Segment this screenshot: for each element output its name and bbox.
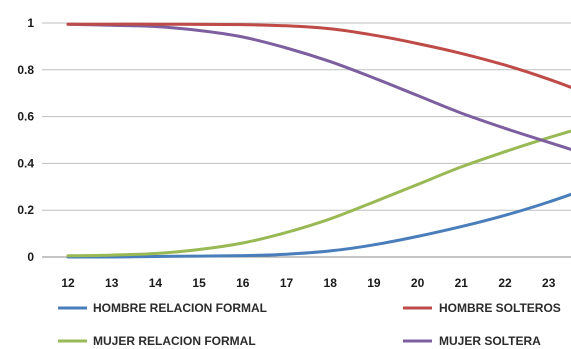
x-tick-label: 20 — [411, 276, 425, 290]
x-tick-label: 19 — [367, 276, 381, 290]
series-lines — [66, 22, 571, 259]
legend-label: HOMBRE RELACION FORMAL — [93, 301, 267, 315]
y-tick-label: 0.8 — [17, 63, 34, 77]
legend-label: HOMBRE SOLTEROS — [439, 301, 561, 315]
x-tick-label: 22 — [498, 276, 512, 290]
x-tick-label: 14 — [149, 276, 163, 290]
legend: HOMBRE RELACION FORMAL HOMBRE SOLTEROS MUJ… — [58, 301, 561, 348]
x-tick-label: 21 — [455, 276, 469, 290]
legend-label: MUJER RELACION FORMAL — [93, 334, 256, 348]
x-tick-label: 18 — [324, 276, 338, 290]
x-tick-label: 17 — [280, 276, 294, 290]
y-tick-label: 1 — [27, 16, 34, 30]
y-tick-label: 0 — [27, 250, 34, 264]
series-line-hombre-solteros — [66, 22, 571, 89]
x-tick-label: 23 — [542, 276, 556, 290]
x-tick-label: 12 — [61, 276, 75, 290]
y-tick-label: 0.2 — [17, 203, 34, 217]
series-line-mujer-soltera — [66, 22, 571, 152]
x-tick-labels: 12 13 14 15 16 17 18 19 20 21 22 23 — [61, 276, 555, 290]
gridlines — [42, 22, 571, 211]
x-tick-label: 15 — [192, 276, 206, 290]
x-tick-label: 13 — [105, 276, 119, 290]
y-tick-label: 0.4 — [17, 156, 34, 170]
x-tick-label: 16 — [236, 276, 250, 290]
y-tick-label: 0.6 — [17, 110, 34, 124]
series-line-mujer-relacion-formal — [66, 129, 571, 258]
legend-label: MUJER SOLTERA — [439, 334, 541, 348]
series-line-hombre-relacion-formal — [66, 192, 571, 259]
y-tick-labels: 0 0.2 0.4 0.6 0.8 1 — [17, 16, 34, 264]
